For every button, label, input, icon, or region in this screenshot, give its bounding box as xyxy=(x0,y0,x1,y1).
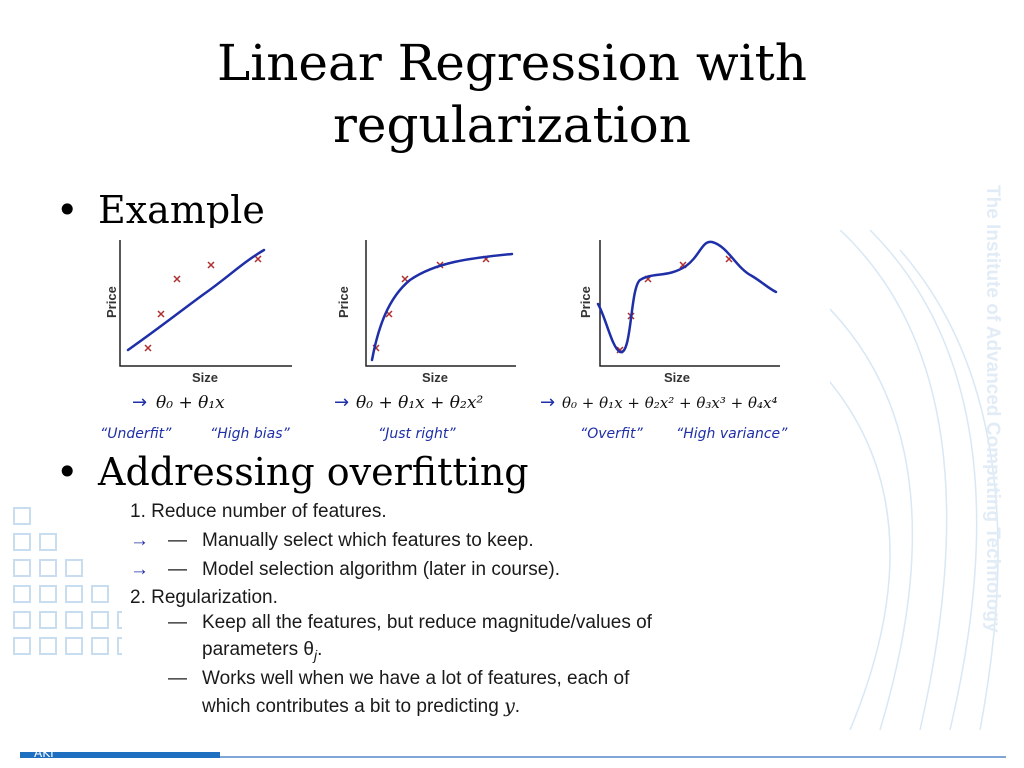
plot-just-right-axes xyxy=(365,240,516,367)
watermark-text: The Institute of Advanced Computing Tech… xyxy=(982,185,1003,633)
plot-underfit-points xyxy=(144,255,262,352)
plot-just-right-formula: θ₀ + θ₁x + θ₂x² xyxy=(356,393,483,413)
plot-underfit-note-left: “Underfit” xyxy=(100,426,172,442)
period: . xyxy=(514,696,521,717)
hand-arrow: → xyxy=(132,392,147,413)
bullet-glyph: • xyxy=(56,450,79,494)
footer-logo: AKI xyxy=(34,746,54,760)
plot-just-right-xlabel: Size xyxy=(422,370,448,385)
footer-accent-bar xyxy=(20,752,220,758)
list-item-works-well-line2: which contributes a bit to predicting y. xyxy=(202,695,520,718)
hand-arrow: → xyxy=(130,559,149,580)
plot-underfit-ylabel: Price xyxy=(104,286,119,318)
list-item-keep-features-line1: Keep all the features, but reduce magnit… xyxy=(202,612,652,633)
list-dash: — xyxy=(168,612,187,633)
hand-arrow: → xyxy=(130,530,149,551)
plot-underfit-formula: θ₀ + θ₁x xyxy=(156,393,225,413)
bullet-addressing-text: Addressing overfitting xyxy=(98,450,529,494)
data-point xyxy=(144,344,152,352)
footer-line xyxy=(220,756,1006,758)
slide-title: Linear Regression with regularization xyxy=(0,32,1024,156)
list-item-keep-features-text: parameters θ xyxy=(202,639,314,660)
slide-title-line2: regularization xyxy=(333,96,691,154)
plot-overfit-note-left: “Overfit” xyxy=(580,426,643,442)
data-point xyxy=(173,275,181,283)
plot-overfit-formula: θ₀ + θ₁x + θ₂x² + θ₃x³ + θ₄x⁴ xyxy=(562,394,778,412)
theta-subscript: j xyxy=(313,646,318,663)
plot-underfit-xlabel: Size xyxy=(192,370,218,385)
list-dash: — xyxy=(168,668,187,689)
plot-overfit-note-right: “High variance” xyxy=(676,426,788,442)
plot-underfit: Price Size → θ₀ + θ₁x “Underfit” “High b… xyxy=(92,228,322,448)
background-grid-decoration xyxy=(13,507,135,655)
plot-just-right-ylabel: Price xyxy=(336,286,351,318)
period: . xyxy=(317,639,323,660)
bullet-example: • Example xyxy=(56,188,265,232)
institute-watermark: The Institute of Advanced Computing Tech… xyxy=(982,185,1003,633)
plot-overfit-axes xyxy=(599,240,780,367)
list-item-works-well-text: which contributes a bit to predicting xyxy=(202,696,499,717)
plot-just-right-fit-curve xyxy=(370,252,514,362)
list-dash: — xyxy=(168,559,187,580)
plot-just-right-note: “Just right” xyxy=(378,426,456,442)
list-item-manual-select: Manually select which features to keep. xyxy=(202,530,534,551)
bullet-example-text: Example xyxy=(98,188,265,232)
list-item-regularization: 2. Regularization. xyxy=(130,587,278,608)
plot-overfit: Price Size → θ₀ + θ₁x + θ₂x² + θ₃x³ + θ₄… xyxy=(540,228,830,448)
plot-overfit-fit-curve xyxy=(596,240,778,354)
data-point xyxy=(254,255,262,263)
list-item-reduce-features: 1. Reduce number of features. xyxy=(130,501,387,522)
bullet-addressing-overfitting: • Addressing overfitting xyxy=(56,450,529,494)
data-point xyxy=(207,261,215,269)
plot-underfit-fit-line xyxy=(126,248,266,352)
background-arcs-decoration xyxy=(800,230,999,730)
list-item-works-well-line1: Works well when we have a lot of feature… xyxy=(202,668,630,689)
overfitting-remedies-list: 1. Reduce number of features. → — Manual… xyxy=(122,496,712,722)
slide-title-line1: Linear Regression with xyxy=(217,34,807,92)
hand-arrow: → xyxy=(334,392,349,413)
variable-y: y xyxy=(504,695,515,717)
plot-underfit-axes xyxy=(119,240,292,367)
hand-arrow: → xyxy=(540,392,555,413)
bullet-glyph: • xyxy=(56,188,79,232)
data-point xyxy=(157,310,165,318)
plot-just-right: Price Size → θ₀ + θ₁x + θ₂x² “Just right… xyxy=(326,228,536,448)
list-item-keep-features-line2: parameters θj. xyxy=(202,639,322,663)
plot-overfit-xlabel: Size xyxy=(664,370,690,385)
plot-overfit-ylabel: Price xyxy=(578,286,593,318)
list-dash: — xyxy=(168,530,187,551)
list-item-model-selection: Model selection algorithm (later in cour… xyxy=(202,559,560,580)
plot-underfit-note-right: “High bias” xyxy=(210,426,291,442)
